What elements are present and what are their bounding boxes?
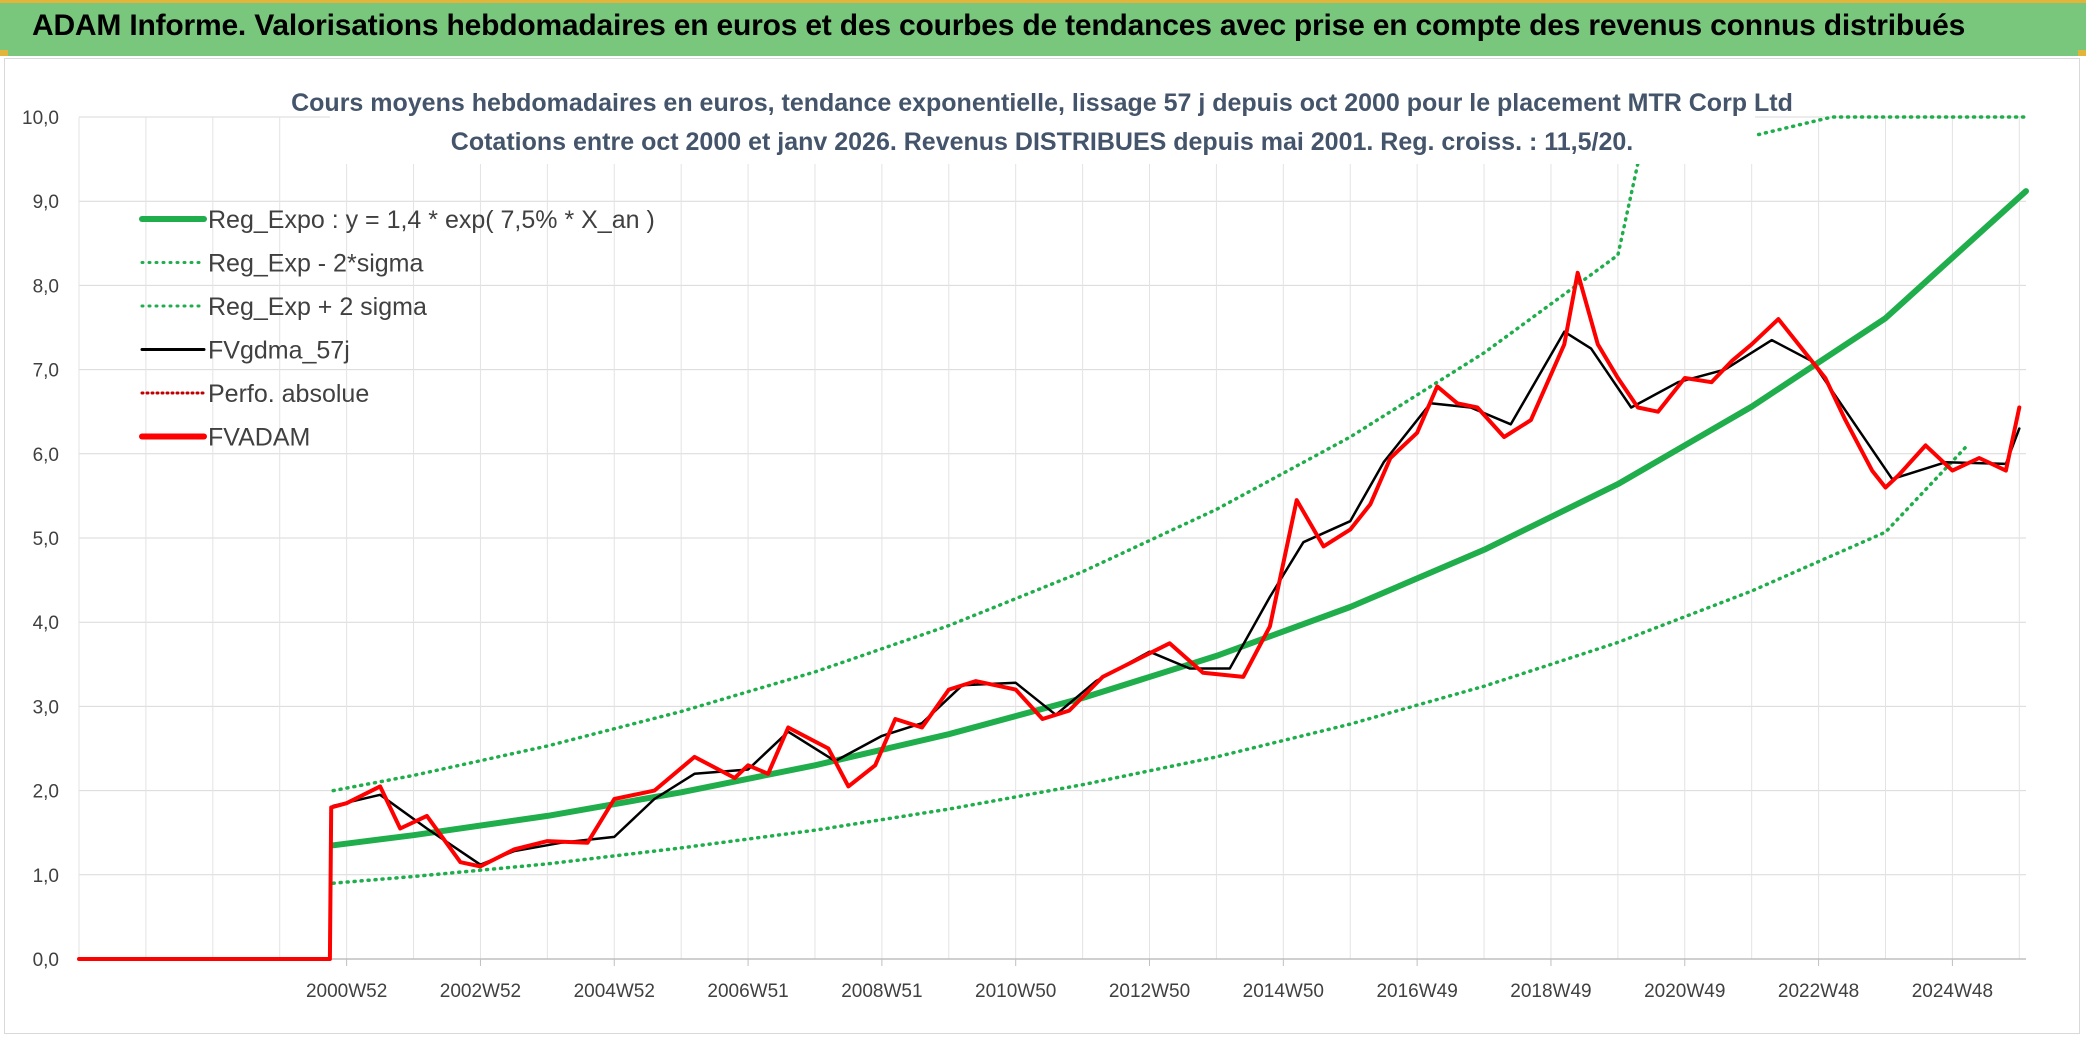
- y-tick-label: 5,0: [33, 529, 59, 550]
- x-tick-label: 2010W50: [975, 981, 1056, 1002]
- y-tick-label: 1,0: [33, 866, 59, 887]
- x-tick-label: 2002W52: [440, 981, 521, 1002]
- left-corner-accent: [0, 50, 8, 56]
- y-tick-label: 8,0: [33, 276, 59, 297]
- series-line-5: [77, 270, 2022, 961]
- x-tick-label: 2018W49: [1510, 981, 1591, 1002]
- x-tick-label: 2006W51: [707, 981, 788, 1002]
- chart-title-line-1: Cours moyens hebdomadaires en euros, ten…: [291, 89, 1793, 117]
- chart-title-line-2: Cotations entre oct 2000 et janv 2026. R…: [451, 128, 1633, 156]
- x-tick-label: 2012W50: [1109, 981, 1190, 1002]
- series-line-3: [331, 330, 2021, 866]
- x-tick-label: 2020W49: [1644, 981, 1725, 1002]
- chart-title-background: [330, 80, 1755, 164]
- series-line-0: [330, 188, 2029, 849]
- x-tick-label: 2000W52: [306, 981, 387, 1002]
- x-tick-label: 2016W49: [1376, 981, 1457, 1002]
- x-tick-label: 2014W50: [1243, 981, 1324, 1002]
- y-tick-label: 3,0: [33, 697, 59, 718]
- y-axis-ticks: 0,0 1,0 2,0 3,0 4,0 5,0 6,0 7,0 8,0 9,0 10,0: [22, 108, 59, 971]
- x-tick-label: 2024W48: [1912, 981, 1993, 1002]
- x-tick-label: 2022W48: [1778, 981, 1859, 1002]
- legend-label: FVADAM: [208, 424, 310, 452]
- plot-series: [77, 115, 2029, 961]
- legend-label: Perfo. absolue: [208, 380, 369, 408]
- y-tick-label: 9,0: [33, 192, 59, 213]
- y-tick-label: 0,0: [33, 950, 59, 971]
- x-tick-label: 2008W51: [841, 981, 922, 1002]
- series-line-2: [331, 115, 2028, 793]
- y-tick-label: 10,0: [22, 108, 59, 129]
- legend-label: Reg_Expo : y = 1,4 * exp( 7,5% * X_an ): [208, 206, 655, 234]
- legend-label: Reg_Exp - 2*sigma: [208, 250, 423, 278]
- y-tick-label: 4,0: [33, 613, 59, 634]
- report-title: ADAM Informe. Valorisations hebdomadaire…: [32, 9, 1966, 42]
- y-tick-label: 6,0: [33, 445, 59, 466]
- grid-lines: [78, 116, 2026, 960]
- right-corner-accent: [2078, 50, 2086, 56]
- chart-frame: [4, 58, 2080, 1034]
- series-line-1: [331, 445, 1968, 885]
- legend-label: FVgdma_57j: [208, 337, 350, 365]
- legend-label: Reg_Exp + 2 sigma: [208, 293, 427, 321]
- y-tick-label: 2,0: [33, 782, 59, 803]
- chart-title-group: Cours moyens hebdomadaires en euros, ten…: [291, 80, 1793, 164]
- report-header-banner: ADAM Informe. Valorisations hebdomadaire…: [0, 0, 2086, 56]
- chart-legend: Reg_Expo : y = 1,4 * exp( 7,5% * X_an ) R…: [139, 206, 655, 452]
- x-tick-label: 2004W52: [574, 981, 655, 1002]
- x-axis-ticks: 2000W52 2002W52 2004W52 2006W51 2008W51 2010W…: [306, 959, 1993, 1002]
- y-tick-label: 7,0: [33, 361, 59, 382]
